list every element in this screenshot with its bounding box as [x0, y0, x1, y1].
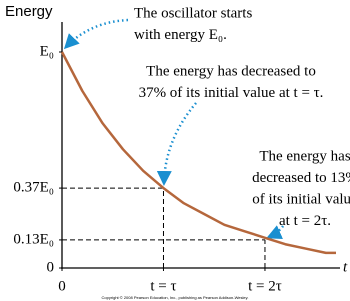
x-axis-label: t: [343, 259, 348, 275]
annotation: The energy has decreased to: [146, 63, 316, 79]
annotation: with energy E₀.: [134, 27, 227, 43]
annotation: decreased to 13%: [252, 170, 350, 186]
y-tick-label: 0.37E₀: [13, 180, 54, 196]
x-tick-label: t = 2τ: [248, 278, 282, 294]
arrow: [63, 18, 129, 50]
annotation: of its initial value: [252, 191, 350, 207]
energy-curve: [60, 51, 336, 255]
y-axis-label: Energy: [5, 3, 53, 20]
copyright: Copyright © 2008 Pearson Education, Inc.…: [102, 295, 249, 300]
annotation: The oscillator starts: [134, 5, 252, 21]
annotation: The energy has: [259, 148, 350, 164]
x-tick-label: t = τ: [150, 278, 176, 294]
annotation: at t = 2τ.: [279, 213, 331, 229]
y-tick-label: 0: [47, 259, 55, 275]
y-tick-label: E₀: [40, 43, 54, 59]
annotation: 37% of its initial value at t = τ.: [139, 85, 324, 101]
arrow: [266, 225, 285, 239]
x-tick-label: 0: [58, 278, 66, 294]
arrow: [156, 102, 197, 186]
y-tick-label: 0.13E₀: [13, 231, 54, 247]
